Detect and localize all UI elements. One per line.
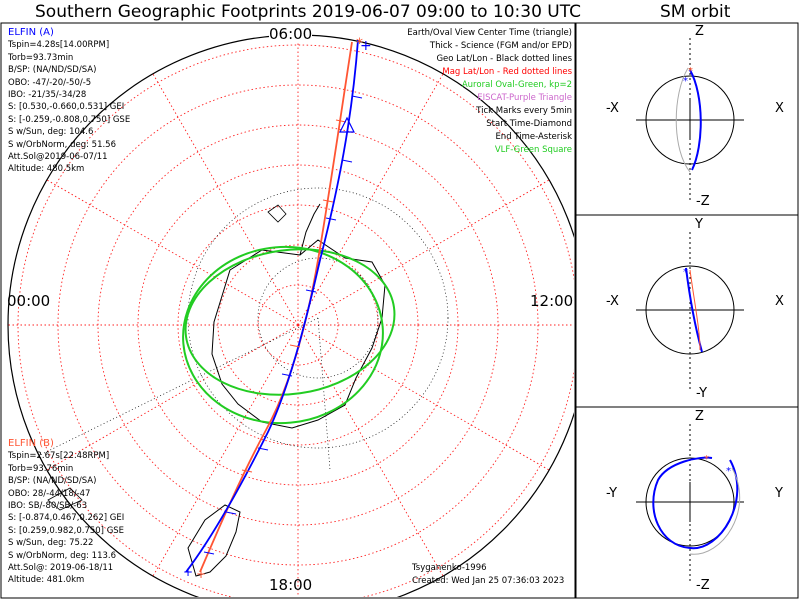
elfin-a-info: ELFIN (A) Tspin=4.28s[14.00RPM] Torb=93.… <box>8 27 130 176</box>
auroral-oval-outer <box>182 245 384 425</box>
elfin-b-start-diamond: + <box>196 567 206 581</box>
legend-item: EISCAT-Purple Triangle <box>477 93 572 103</box>
time-label-top: 06:00 <box>269 25 313 43</box>
island-outline-2 <box>47 487 83 511</box>
legend-item: Earth/Oval View Center Time (triangle) <box>407 28 572 38</box>
p2-top-label: Y <box>695 217 703 232</box>
elfin-a-center-triangle <box>339 116 355 133</box>
elfin-a-start-diamond: + <box>183 565 193 579</box>
antarctic-peninsula <box>299 203 321 256</box>
elfin-b-line: S: [-0.874,0.467,0.262] GEI <box>8 513 125 524</box>
elfin-b-line: IBO: SB/-80/SB/-63 <box>8 501 88 512</box>
legend: Earth/Oval View Center Time (triangle) T… <box>407 27 572 157</box>
legend-item: Tick Marks every 5min <box>476 106 572 116</box>
elfin-a-name: ELFIN (A) <box>8 27 54 38</box>
elfin-b-line: Altitude: 481.0km <box>8 575 85 586</box>
elfin-b-line: S w/Sun, deg: 75.22 <box>8 538 94 549</box>
time-label-left: 00:00 <box>7 292 51 310</box>
orbit-frame <box>575 22 799 599</box>
elfin-b-line: Att.Sol@: 2019-06-18/11 <box>8 563 114 574</box>
elfin-b-info: ELFIN (B) Tspin=2.67s[22.48RPM] Torb=93.… <box>8 438 124 587</box>
p1-bottom-label: -Z <box>696 194 710 209</box>
p1-right-label: X <box>775 101 784 116</box>
p3-right-label: Y <box>775 486 783 501</box>
orbit-panel-yz: * * <box>636 424 744 584</box>
elfin-a-line: Altitude: 480.5km <box>8 164 85 175</box>
p2-left-label: -X <box>606 294 619 309</box>
elfin-a-line: IBO: -21/35/-34/28 <box>8 90 87 101</box>
elfin-a-line: S: [0.530,-0.660,0.531] GEI <box>8 102 125 113</box>
svg-text:*: * <box>688 66 693 77</box>
elfin-b-line: S w/OrbNorm, deg: 113.6 <box>8 550 117 561</box>
elfin-b-line: S: [0.259,0.982,0.750] GSE <box>8 525 125 536</box>
svg-text:*: * <box>683 267 688 278</box>
elfin-a-line: S w/Sun, deg: 104.6 <box>8 127 94 138</box>
elfin-a-line: Att.Sol@2019-06-07/11 <box>8 152 108 163</box>
model-label: Tsyganenko-1996 <box>412 563 487 573</box>
orbit-panel-xz: * * <box>636 38 744 200</box>
page-title: Southern Geographic Footprints 2019-06-0… <box>35 2 582 22</box>
p3-left-label: -Y <box>606 486 618 501</box>
legend-item: End Time-Asterisk <box>495 132 572 142</box>
p1-top-label: Z <box>695 24 704 39</box>
time-label-right: 12:00 <box>530 292 574 310</box>
orbit-panel-xy: * <box>636 232 744 392</box>
orbit-title: SM orbit <box>660 2 731 22</box>
p2-bottom-label: -Y <box>696 386 708 401</box>
auroral-oval-inner <box>184 248 396 396</box>
map-frame <box>0 22 576 599</box>
elfin-a-line: Tspin=4.28s[14.00RPM] <box>8 40 110 51</box>
elfin-a-line: B/SP: (NA/ND/SD/SA) <box>8 65 97 76</box>
south-america-outline <box>187 504 241 577</box>
created-label: Created: Wed Jan 25 07:36:03 2023 <box>412 576 565 586</box>
legend-item: Geo Lat/Lon - Black dotted lines <box>436 54 572 64</box>
svg-text:*: * <box>683 76 688 87</box>
legend-item: Thick - Science (FGM and/or EPD) <box>429 41 572 51</box>
p3-bottom-label: -Z <box>696 578 710 593</box>
elfin-b-name: ELFIN (B) <box>8 438 54 449</box>
legend-item: Auroral Oval-Green, kp=2 <box>461 80 572 90</box>
legend-item: Start Time-Diamond <box>486 119 572 129</box>
p2-right-label: X <box>775 294 784 309</box>
elfin-a-end-asterisk: + <box>360 38 372 54</box>
elfin-a-line: S: [-0.259,-0.808,0.750] GSE <box>8 114 131 125</box>
geo-grid <box>39 187 449 471</box>
elfin-b-line: Torb=93.76min <box>8 463 74 474</box>
elfin-b-end-asterisk: * <box>356 36 363 52</box>
elfin-a-ticks <box>203 95 363 555</box>
elfin-a-line: OBO: -47/-20/-50/-5 <box>8 77 92 88</box>
time-label-bottom: 18:00 <box>269 576 313 594</box>
antarctica-outline <box>211 239 386 429</box>
svg-text:*: * <box>726 466 731 477</box>
p3-top-label: Z <box>695 409 704 424</box>
legend-item: Mag Lat/Lon - Red dotted lines <box>442 67 572 77</box>
svg-text:*: * <box>704 454 709 465</box>
elfin-b-line: Tspin=2.67s[22.48RPM] <box>8 451 110 462</box>
p1-left-label: -X <box>606 101 619 116</box>
legend-item: VLF-Green Square <box>494 145 572 155</box>
island-outline <box>267 204 287 223</box>
elfin-b-ticks <box>241 119 347 473</box>
elfin-a-line: S w/OrbNorm, deg: 51.56 <box>8 139 117 150</box>
elfin-b-line: B/SP: (NA/ND/SD/SA) <box>8 476 97 487</box>
elfin-b-line: OBO: 28/-44/18/-47 <box>8 488 91 499</box>
elfin-a-line: Torb=93.73min <box>8 52 74 63</box>
elfin-a-track <box>185 39 359 573</box>
